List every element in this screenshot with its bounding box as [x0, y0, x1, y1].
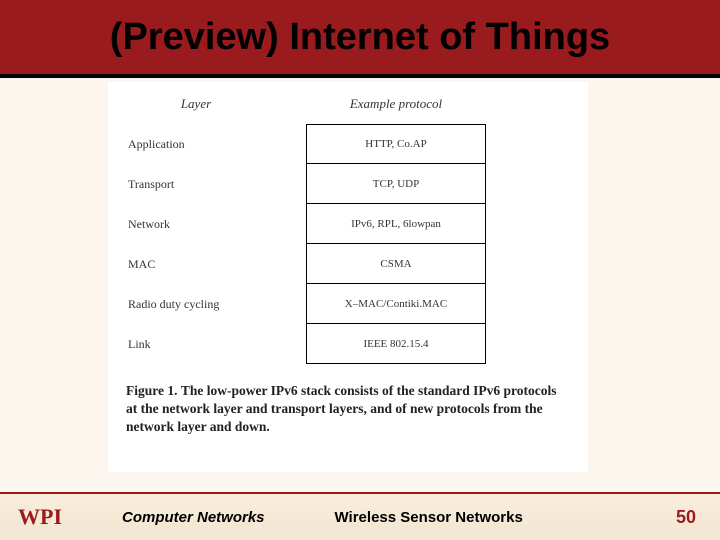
- layer-header: Layer: [126, 92, 266, 116]
- layer-label: Application: [126, 124, 266, 164]
- figure-label: Figure 1.: [126, 383, 178, 398]
- title-bar: (Preview) Internet of Things: [0, 0, 720, 78]
- layer-label: Transport: [126, 164, 266, 204]
- wpi-logo: WPI: [18, 504, 62, 530]
- layer-label: MAC: [126, 244, 266, 284]
- protocol-box: X–MAC/Contiki.MAC: [306, 284, 486, 324]
- layer-label: Radio duty cycling: [126, 284, 266, 324]
- layer-label: Link: [126, 324, 266, 364]
- protocol-header: Example protocol: [306, 92, 486, 116]
- figure-caption: Figure 1. The low-power IPv6 stack consi…: [126, 382, 570, 437]
- slide-title: (Preview) Internet of Things: [110, 16, 610, 59]
- protocol-box: IEEE 802.15.4: [306, 324, 486, 364]
- content-area: Layer Application Transport Network MAC …: [108, 82, 588, 472]
- protocol-box: TCP, UDP: [306, 164, 486, 204]
- protocol-box: IPv6, RPL, 6lowpan: [306, 204, 486, 244]
- footer: WPI Computer Networks Wireless Sensor Ne…: [0, 492, 720, 540]
- protocol-box: HTTP, Co.AP: [306, 124, 486, 164]
- figure-text: The low-power IPv6 stack consists of the…: [126, 383, 557, 434]
- layer-column: Layer Application Transport Network MAC …: [126, 92, 266, 364]
- layer-label: Network: [126, 204, 266, 244]
- logo-text: WPI: [18, 504, 62, 530]
- layer-diagram: Layer Application Transport Network MAC …: [126, 92, 570, 364]
- protocol-column: Example protocol HTTP, Co.AP TCP, UDP IP…: [306, 92, 486, 364]
- protocol-box: CSMA: [306, 244, 486, 284]
- footer-left-text: Computer Networks: [122, 509, 265, 526]
- page-number: 50: [676, 507, 696, 528]
- footer-center-text: Wireless Sensor Networks: [335, 509, 523, 526]
